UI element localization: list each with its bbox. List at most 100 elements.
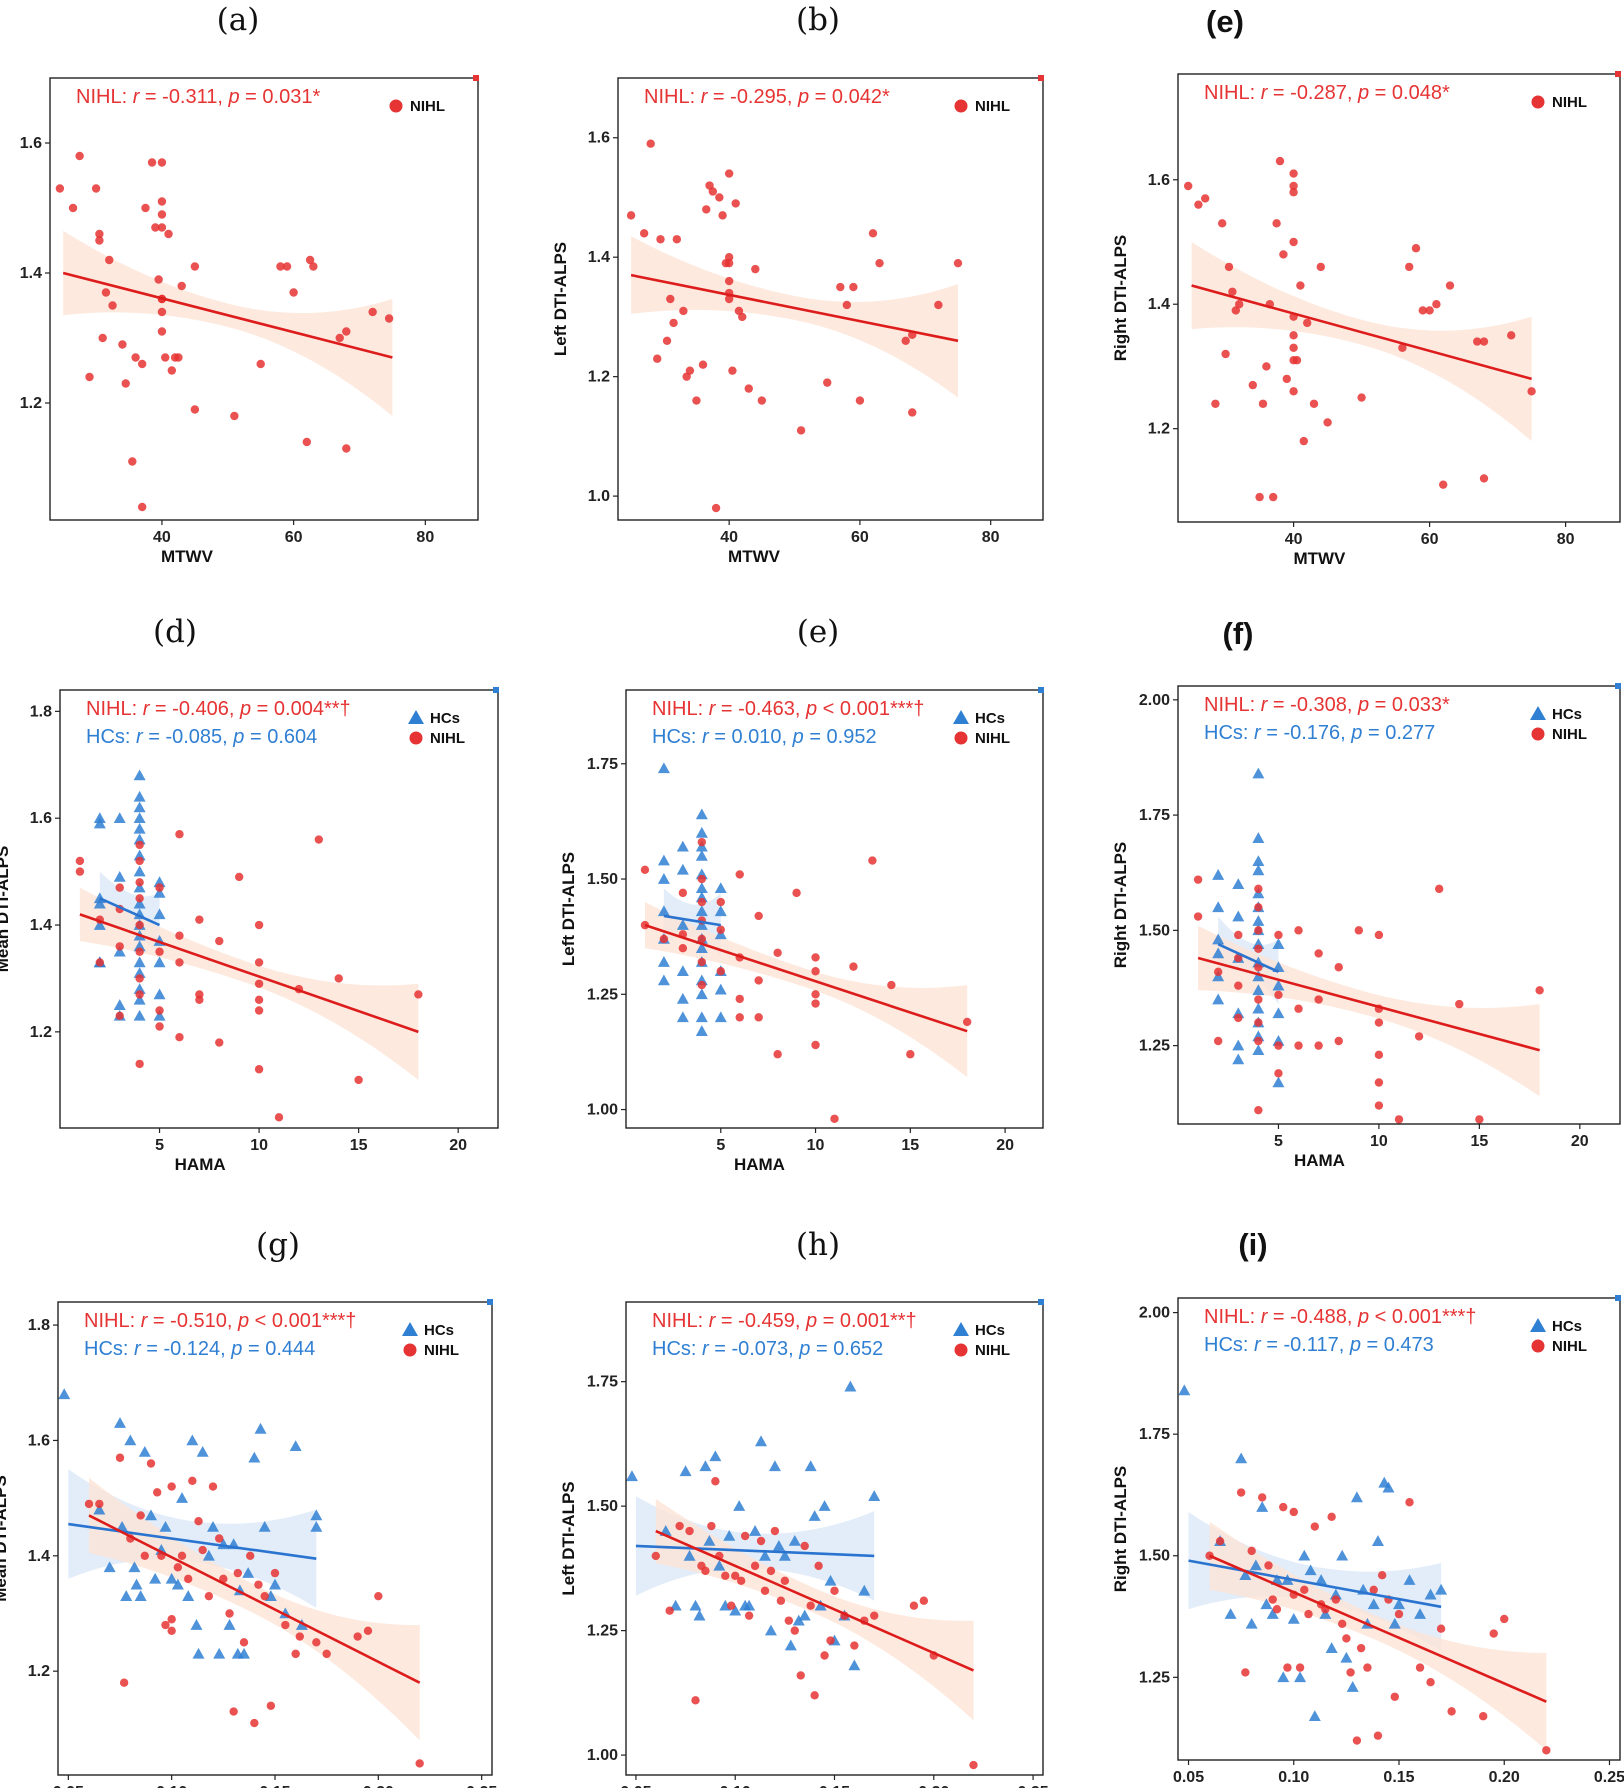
data-point-hcs: [113, 999, 126, 1010]
data-point-hcs: [1252, 1044, 1265, 1056]
y-tick-label: 1.6: [20, 135, 42, 152]
data-point-nihl: [868, 229, 878, 238]
data-point-nihl: [934, 300, 943, 310]
legend-label-hcs: HCs: [1552, 706, 1582, 723]
data-point-nihl: [754, 976, 763, 985]
data-point-hcs: [1371, 1535, 1384, 1546]
data-point-nihl: [98, 333, 107, 343]
data-point-hcs: [657, 762, 670, 774]
data-point-hcs: [190, 1619, 203, 1630]
regression-line-hcs: [68, 1522, 317, 1560]
data-point-nihl: [1390, 1692, 1399, 1701]
data-point-nihl: [830, 1586, 839, 1595]
data-point-hcs: [149, 1572, 162, 1584]
data-point-nihl: [177, 1551, 187, 1561]
panel-5: (e) 5 10 15 20 1.00 1.25 1.50 1.75 HAMA Left DTI-A…: [559, 614, 1044, 1174]
y-tick-label: 1.4: [588, 249, 610, 266]
data-point-nihl: [233, 1568, 242, 1578]
data-point-nihl: [147, 158, 157, 167]
data-point-hcs: [153, 1009, 166, 1021]
y-axis-label: Right DTI-ALPS: [1111, 842, 1130, 969]
data-point-nihl: [735, 870, 744, 879]
data-point-nihl: [1455, 999, 1464, 1009]
data-point-nihl: [415, 1759, 424, 1768]
data-point-hcs: [153, 988, 166, 1000]
x-tick-label: 0.05: [53, 1784, 84, 1788]
legend-label-nihl: NIHL: [975, 98, 1010, 115]
data-point-hcs: [1249, 1559, 1262, 1571]
data-point-hcs: [695, 808, 708, 820]
y-tick-label: 1.50: [1139, 922, 1170, 939]
data-point-hcs: [1239, 1569, 1252, 1580]
data-point-nihl: [190, 405, 200, 414]
data-point-nihl: [1201, 194, 1210, 203]
data-point-hcs: [798, 1609, 811, 1621]
data-point-hcs: [269, 1578, 281, 1590]
data-point-nihl: [751, 264, 760, 274]
data-point-nihl: [724, 294, 734, 304]
data-point-hcs: [1315, 1574, 1328, 1585]
data-point-nihl: [1254, 903, 1263, 912]
plot-area: [75, 769, 423, 1122]
legend-marker-nihl: [1531, 1339, 1545, 1353]
data-point-hcs: [1272, 1076, 1285, 1088]
data-point-hcs: [153, 908, 166, 920]
data-point-nihl: [1254, 1105, 1263, 1115]
annotation-nihl: NIHL: r = -0.463, p < 0.001***†: [652, 698, 924, 720]
data-point-hcs: [133, 983, 146, 994]
data-point-nihl: [146, 1459, 156, 1468]
data-point-hcs: [124, 1434, 137, 1446]
data-point-nihl: [653, 354, 662, 363]
y-tick-label: 1.50: [587, 1498, 618, 1515]
data-point-hcs: [120, 1590, 133, 1601]
data-point-hcs: [695, 849, 708, 861]
data-point-nihl: [1234, 953, 1243, 963]
data-point-nihl: [281, 1620, 290, 1630]
data-point-nihl: [1279, 250, 1288, 259]
data-point-hcs: [1298, 1549, 1311, 1561]
data-point-nihl: [215, 936, 224, 946]
data-point-nihl: [736, 1576, 746, 1586]
data-point-nihl: [1418, 306, 1428, 315]
data-point-nihl: [135, 840, 144, 850]
data-point-nihl: [1327, 1512, 1336, 1522]
x-tick-label: 0.15: [1383, 1769, 1414, 1786]
x-tick-label: 10: [1370, 1133, 1388, 1150]
data-point-hcs: [1414, 1608, 1427, 1619]
data-point-hcs: [223, 1619, 236, 1630]
data-point-hcs: [784, 1639, 797, 1651]
data-point-nihl: [95, 1499, 104, 1509]
x-tick-label: 40: [720, 529, 738, 546]
data-point-hcs: [1232, 1053, 1245, 1065]
data-point-nihl: [1479, 337, 1489, 346]
data-point-nihl: [1369, 1585, 1378, 1594]
data-point-nihl: [195, 995, 204, 1005]
data-point-nihl: [140, 1551, 149, 1561]
data-point-nihl: [1289, 343, 1298, 352]
x-tick-label: 0.05: [620, 1784, 651, 1788]
data-point-nihl: [1274, 990, 1283, 1000]
data-point-hcs: [213, 1647, 226, 1659]
data-point-nihl: [1405, 262, 1414, 272]
data-point-nihl: [887, 980, 896, 990]
data-point-nihl: [962, 1017, 972, 1027]
data-point-hcs: [676, 1011, 689, 1023]
data-point-hcs: [133, 993, 146, 1005]
data-point-nihl: [811, 990, 820, 999]
data-point-nihl: [1334, 1036, 1343, 1046]
data-point-nihl: [151, 223, 160, 232]
data-point-nihl: [1224, 262, 1234, 272]
y-tick-label: 1.75: [1139, 807, 1170, 824]
annotation-hcs: HCs: r = 0.010, p = 0.952: [652, 726, 877, 748]
panel-label: (g): [256, 1227, 300, 1263]
data-point-nihl: [157, 307, 167, 317]
data-point-nihl: [811, 953, 820, 962]
data-point-hcs: [626, 1470, 638, 1482]
data-point-nihl: [105, 255, 114, 265]
data-point-nihl: [137, 502, 147, 512]
data-point-nihl: [909, 1601, 919, 1610]
x-tick-label: 40: [153, 529, 171, 546]
data-point-hcs: [116, 1520, 129, 1532]
confidence-band-nihl: [1191, 242, 1532, 442]
panel-3: (e) 40 60 80 1.2 1.4 1.6 MTWV Right DTI-ALPS NIHL…: [1111, 4, 1621, 568]
